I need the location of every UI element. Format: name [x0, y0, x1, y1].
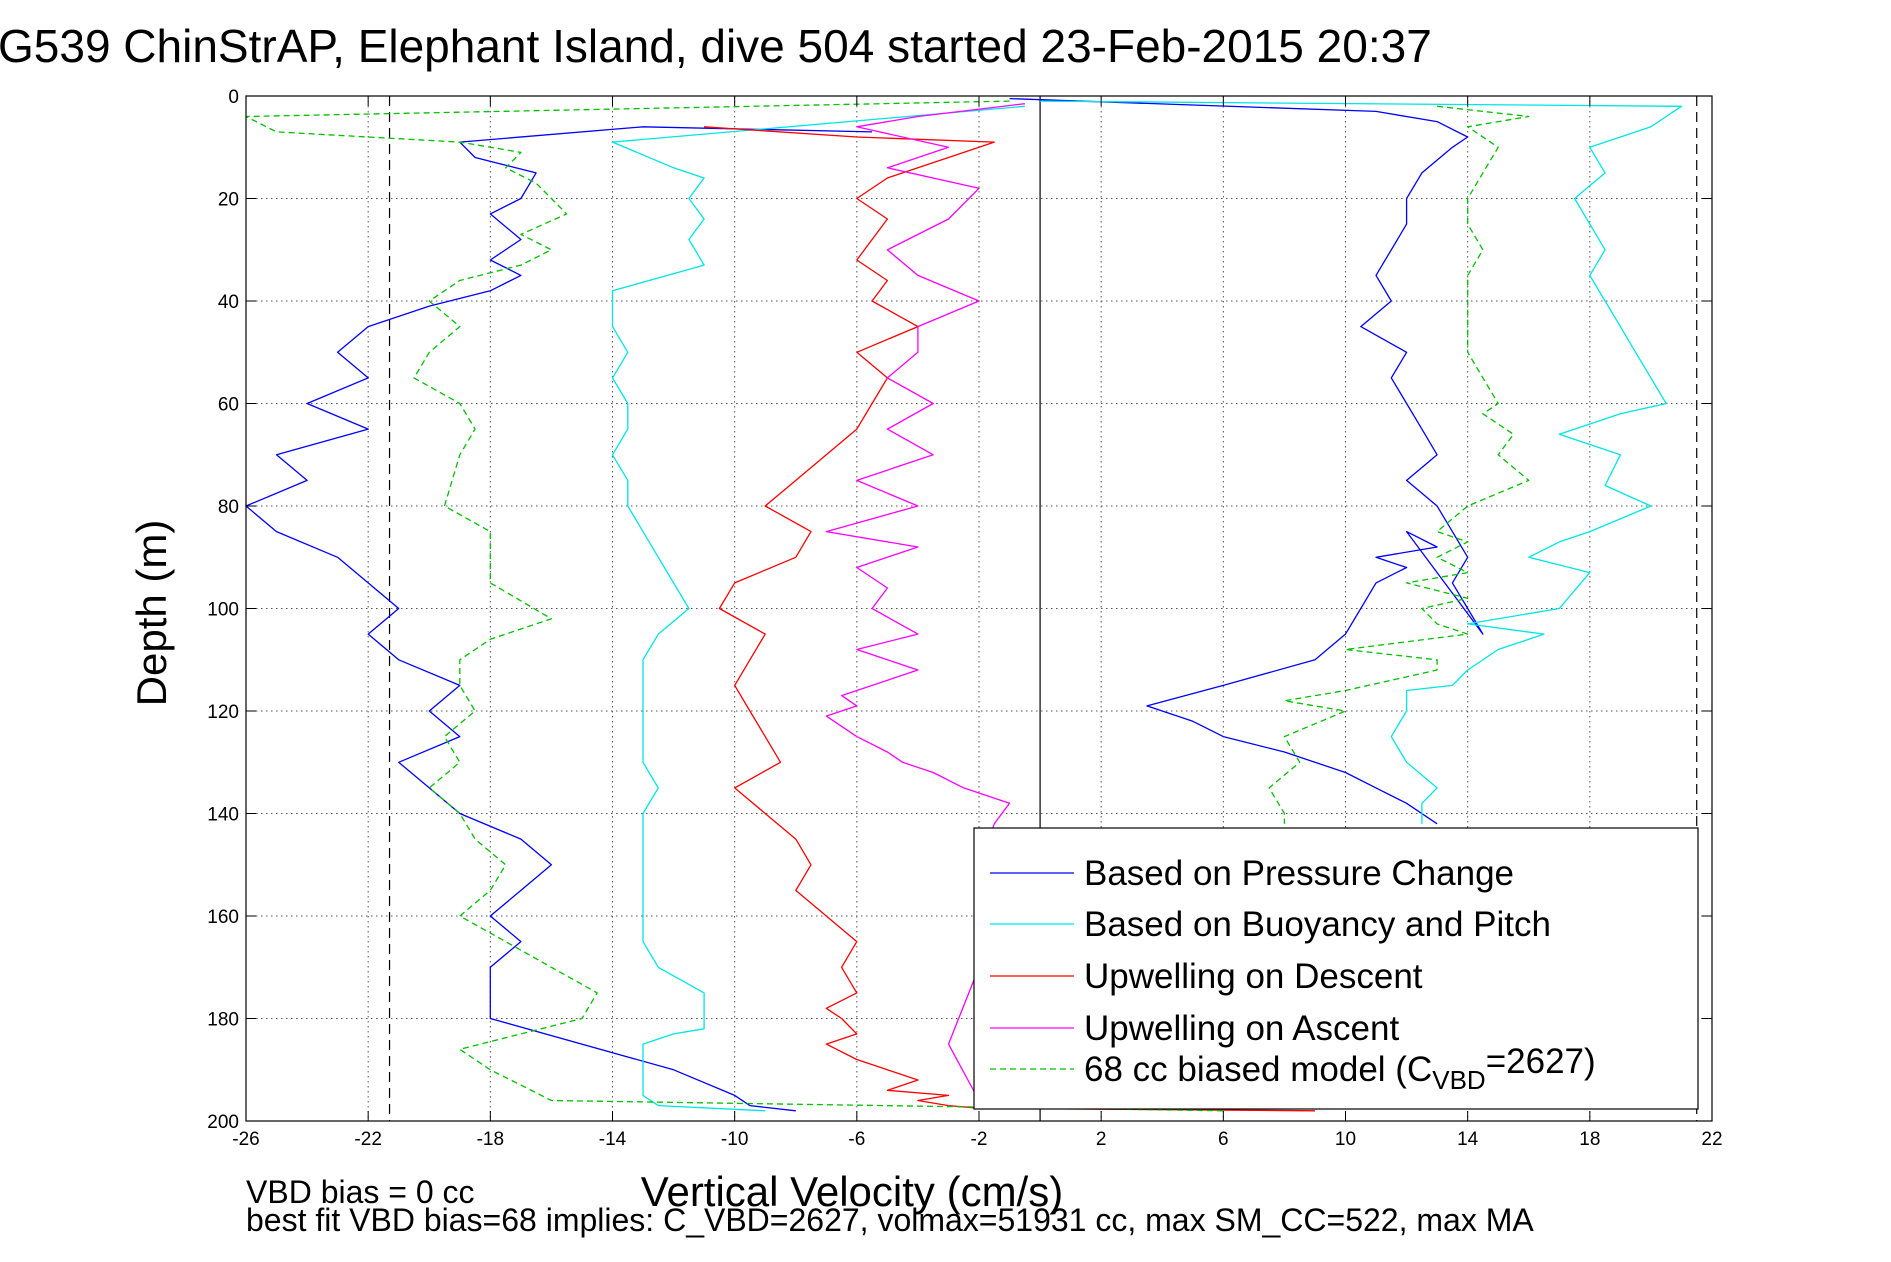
legend-label-end: =2627) — [1486, 1042, 1596, 1081]
legend-label-subscript: VBD — [1432, 1065, 1485, 1095]
x-tick-label: -26 — [232, 1129, 259, 1150]
x-tick-label: -2 — [971, 1129, 988, 1150]
series-line-2 — [611, 105, 1025, 1112]
y-tick-label: 80 — [218, 497, 239, 518]
legend-label: Upwelling on Descent — [1084, 957, 1423, 996]
y-tick-label: 120 — [207, 702, 239, 723]
annotation-best-fit: best fit VBD bias=68 implies: C_VBD=2627… — [246, 1202, 1534, 1238]
legend-label: Upwelling on Ascent — [1084, 1009, 1399, 1048]
y-tick-label: 0 — [228, 87, 239, 108]
series-line-1 — [245, 126, 873, 1112]
y-axis-label: Depth (m) — [128, 520, 175, 707]
y-tick-label: 140 — [207, 805, 239, 826]
y-tick-label: 200 — [207, 1112, 239, 1133]
series-line-3 — [704, 126, 1316, 1112]
chart-title: G539 ChinStrAP, Elephant Island, dive 50… — [0, 20, 1432, 72]
y-tick-label: 160 — [207, 907, 239, 928]
y-tick-label: 20 — [218, 190, 239, 211]
x-tick-label: 6 — [1218, 1129, 1229, 1150]
y-tick-label: 100 — [207, 600, 239, 621]
x-tick-label: -6 — [848, 1129, 865, 1150]
annotation-vbd-bias: VBD bias = 0 cc — [246, 1174, 475, 1210]
y-tick-label: 60 — [218, 395, 239, 416]
x-tick-label: -14 — [599, 1129, 627, 1150]
x-tick-label: -22 — [354, 1129, 381, 1150]
series-line-2-ascent — [1040, 100, 1683, 824]
legend: Based on Pressure Change Based on Buoyanc… — [973, 827, 1699, 1110]
x-tick-label: 22 — [1701, 1129, 1722, 1150]
x-tick-label: 14 — [1457, 1129, 1479, 1150]
x-tick-label: -18 — [477, 1129, 504, 1150]
series-line-4 — [825, 103, 1025, 1101]
x-tick-label: 10 — [1335, 1129, 1356, 1150]
x-tick-label: 2 — [1096, 1129, 1107, 1150]
x-tick-label: 18 — [1579, 1129, 1600, 1150]
x-tick-label: -10 — [721, 1129, 748, 1150]
series-line-5 — [245, 100, 1224, 1112]
x-axis-label: Vertical Velocity (cm/s) — [641, 1168, 1063, 1215]
y-tick-label: 180 — [207, 1010, 239, 1031]
y-tick-label: 40 — [218, 292, 239, 313]
series-line-1-ascent — [1009, 97, 1484, 825]
legend-label: Based on Buoyancy and Pitch — [1084, 905, 1551, 944]
legend-box — [973, 827, 1699, 1110]
legend-label: Based on Pressure Change — [1084, 854, 1514, 893]
